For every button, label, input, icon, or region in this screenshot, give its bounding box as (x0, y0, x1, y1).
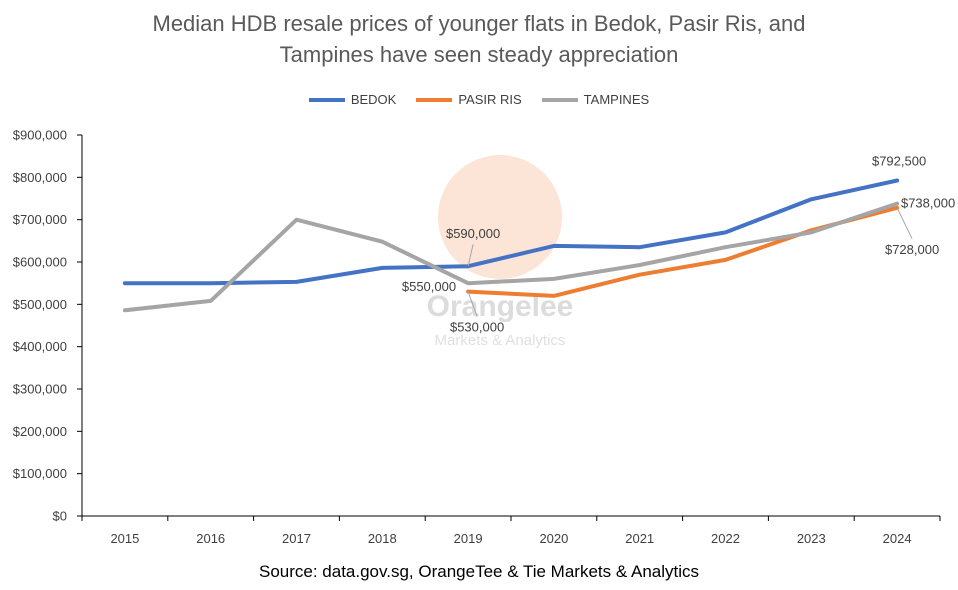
legend-label-bedok: BEDOK (350, 92, 397, 107)
legend-item-pasir-ris: PASIR RIS (416, 92, 522, 107)
annotation-leader-line (467, 291, 478, 317)
x-tick-label: 2023 (797, 531, 826, 546)
series-line-bedok (122, 178, 900, 286)
x-tick-label: 2024 (883, 531, 912, 546)
data-label: $738,000 (901, 196, 955, 211)
data-label: $530,000 (450, 320, 504, 335)
data-label: $550,000 (402, 279, 456, 294)
chart-legend: BEDOK PASIR RIS TAMPINES (0, 92, 958, 107)
y-tick-label: $500,000 (13, 297, 67, 312)
legend-swatch-bedok (308, 97, 345, 102)
source-note: Source: data.gov.sg, OrangeTee & Tie Mar… (258, 562, 700, 581)
series-line-tampines (122, 201, 900, 313)
legend-swatch-tampines (541, 97, 578, 102)
legend-label-pasir-ris: PASIR RIS (458, 92, 522, 107)
chart-title-line-2: Tampines have seen steady appreciation (279, 42, 679, 67)
x-tick-label: 2017 (282, 531, 311, 546)
chart-title-line-1: Median HDB resale prices of younger flat… (152, 11, 806, 36)
legend-swatch-pasir-ris (416, 97, 453, 102)
legend-label-tampines: TAMPINES (583, 92, 650, 107)
x-tick-label: 2018 (368, 531, 397, 546)
annotation-leader-line (467, 244, 474, 267)
watermark-tagline: Markets & Analytics (435, 332, 566, 349)
x-tick-label: 2019 (454, 531, 483, 546)
x-tick-label: 2015 (110, 531, 139, 546)
y-tick-label: $200,000 (13, 424, 67, 439)
annotation-leader-line (896, 207, 913, 240)
chart-title: Median HDB resale prices of younger flat… (0, 8, 958, 70)
legend-item-tampines: TAMPINES (541, 92, 650, 107)
x-tick-label: 2016 (196, 531, 225, 546)
data-label: $590,000 (446, 226, 500, 241)
x-tick-label: 2021 (625, 531, 654, 546)
x-tick-label: 2022 (711, 531, 740, 546)
y-tick-label: $700,000 (13, 212, 67, 227)
y-tick-label: $300,000 (13, 382, 67, 397)
x-tick-label: 2020 (539, 531, 568, 546)
data-label: $792,500 (872, 154, 926, 169)
y-tick-label: $800,000 (13, 170, 67, 185)
y-tick-label: $600,000 (13, 255, 67, 270)
y-tick-label: $400,000 (13, 339, 67, 354)
legend-item-bedok: BEDOK (308, 92, 397, 107)
y-tick-label: $900,000 (13, 128, 67, 143)
y-tick-label: $0 (53, 509, 67, 524)
y-tick-label: $100,000 (13, 466, 67, 481)
watermark-logo-circle (438, 155, 562, 279)
data-label: $728,000 (885, 242, 939, 257)
